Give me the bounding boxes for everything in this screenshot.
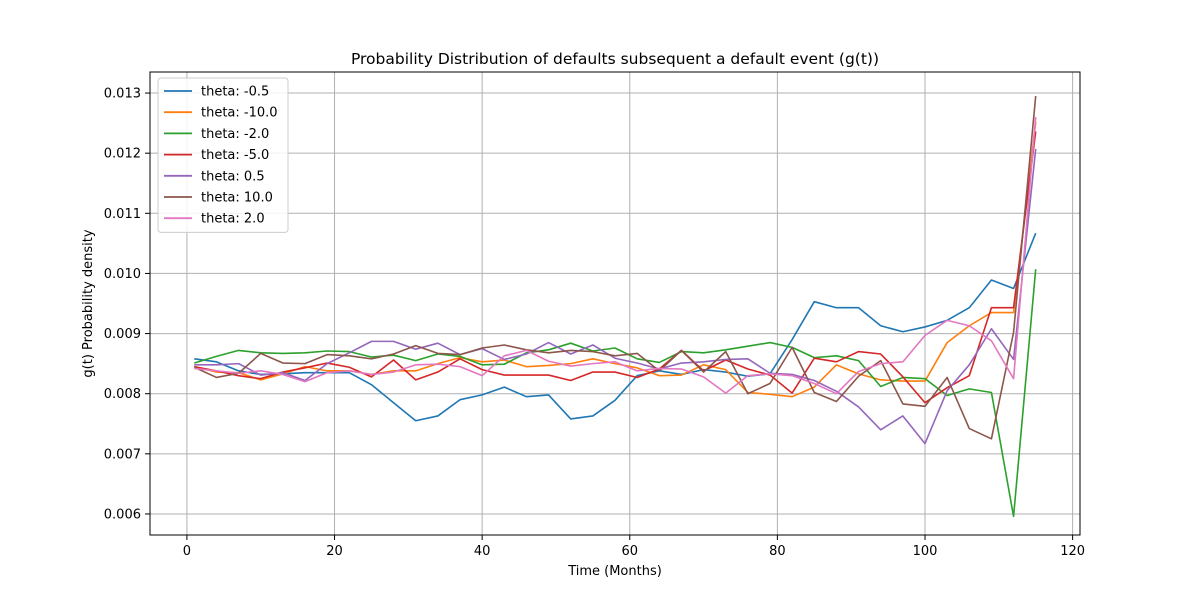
x-tick-label: 0 [183, 544, 191, 559]
x-tick-label: 120 [1060, 544, 1085, 559]
series-line-theta0_5 [194, 148, 1037, 445]
legend-box [157, 77, 289, 233]
legend-label: theta: 2.0 [201, 212, 265, 227]
x-axis-ticks: 0 20 40 60 80 100 120 [183, 535, 1085, 559]
legend: theta: -0.5 theta: -10.0 theta: -2.0 theta:… [157, 77, 289, 233]
legend-label: theta: -2.0 [201, 127, 269, 142]
legend-label: theta: 10.0 [201, 191, 273, 206]
y-tick-label: 0.009 [104, 327, 141, 342]
y-tick-label: 0.012 [104, 147, 141, 162]
x-tick-label: 100 [913, 544, 938, 559]
y-axis-label: g(t) Probability density [81, 229, 96, 377]
grid [150, 72, 1080, 535]
series-line-theta2_0 [194, 117, 1037, 395]
y-tick-label: 0.010 [104, 267, 141, 282]
x-tick-label: 60 [621, 544, 638, 559]
y-tick-label: 0.008 [104, 387, 141, 402]
legend-label: theta: -5.0 [201, 148, 269, 163]
series-line-theta10_0 [193, 95, 1037, 440]
series-line-theta-5_0 [194, 131, 1037, 404]
x-axis-label: Time (Months) [567, 564, 662, 579]
legend-label: theta: 0.5 [201, 169, 265, 184]
y-tick-label: 0.007 [104, 447, 141, 462]
plot-frame [149, 71, 1081, 536]
y-tick-label: 0.013 [104, 87, 141, 102]
series-line-theta-2_0 [194, 269, 1037, 518]
y-axis-ticks: 0.006 0.007 0.008 0.009 0.010 0.011 0.012 0.013 [104, 87, 150, 522]
y-tick-label: 0.011 [104, 207, 141, 222]
legend-label: theta: -0.5 [201, 85, 269, 100]
x-tick-label: 40 [474, 544, 491, 559]
x-tick-label: 20 [326, 544, 343, 559]
x-tick-label: 80 [769, 544, 786, 559]
chart-title: Probability Distribution of defaults sub… [351, 50, 879, 68]
series-line-theta-0_5 [194, 232, 1037, 422]
legend-label: theta: -10.0 [201, 106, 278, 121]
series-lines [193, 95, 1037, 518]
y-tick-label: 0.006 [104, 507, 141, 522]
